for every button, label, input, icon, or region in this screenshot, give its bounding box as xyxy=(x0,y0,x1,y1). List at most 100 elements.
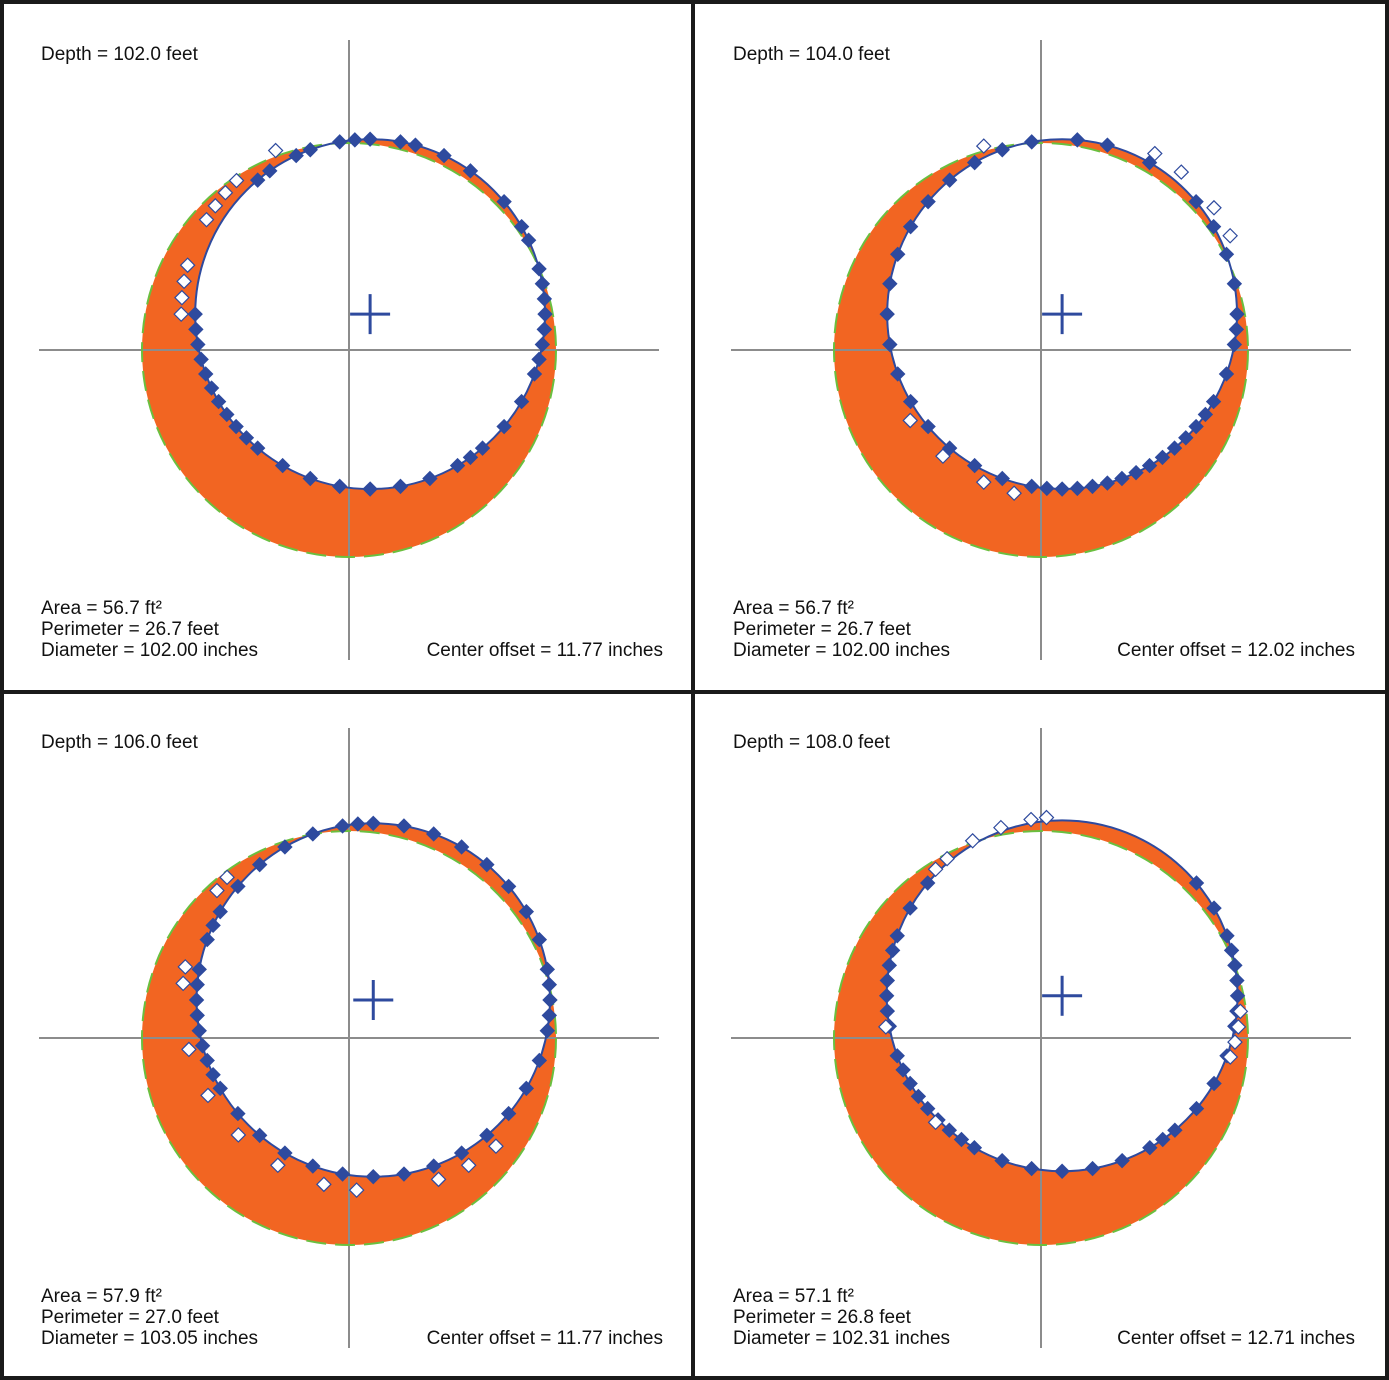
survey-point xyxy=(302,470,318,487)
survey-point xyxy=(496,193,512,210)
depth-label: Depth = 108.0 feet xyxy=(733,732,890,753)
survey-point xyxy=(539,961,556,978)
survey-point xyxy=(249,440,266,456)
survey-point xyxy=(518,903,535,920)
survey-point xyxy=(1084,478,1101,495)
survey-point xyxy=(1229,972,1245,989)
survey-point xyxy=(479,856,495,873)
outlier-point xyxy=(939,850,955,867)
outlier-point xyxy=(902,412,919,429)
outlier-point xyxy=(878,1019,894,1035)
survey-point xyxy=(249,172,266,188)
survey-point xyxy=(534,336,551,353)
outlier-point xyxy=(935,448,951,465)
outlier-point xyxy=(179,257,196,274)
survey-point xyxy=(205,917,221,934)
survey-point xyxy=(902,1075,918,1092)
survey-point xyxy=(436,147,452,164)
outlier-point xyxy=(207,197,224,214)
diameter-label: Diameter = 103.05 inches xyxy=(41,1328,259,1349)
survey-point xyxy=(193,351,209,368)
survey-point xyxy=(1099,137,1116,153)
survey-point xyxy=(426,1158,442,1174)
survey-point xyxy=(500,1105,517,1122)
outlier-point xyxy=(230,1127,247,1143)
survey-point xyxy=(188,321,204,338)
survey-point xyxy=(238,430,255,446)
survey-point xyxy=(251,1127,268,1144)
survey-point xyxy=(422,470,438,487)
outlier-point xyxy=(1173,164,1190,180)
outlier-point xyxy=(217,184,234,201)
survey-point xyxy=(347,132,363,148)
overbreak-area xyxy=(142,823,556,1245)
survey-point xyxy=(889,928,905,944)
survey-point xyxy=(966,457,983,474)
center-offset-label: Center offset = 11.77 inches xyxy=(426,640,663,661)
survey-point xyxy=(882,276,898,292)
survey-point xyxy=(277,839,293,855)
survey-point xyxy=(518,1080,535,1097)
outlier-point xyxy=(198,211,215,228)
survey-point xyxy=(203,380,220,396)
outlier-point xyxy=(348,1182,365,1198)
survey-point xyxy=(191,961,207,978)
outlier-point xyxy=(488,1138,504,1155)
outlier-point xyxy=(316,1176,332,1193)
survey-point xyxy=(365,1169,381,1185)
survey-point xyxy=(541,976,558,993)
survey-point xyxy=(228,418,244,435)
outlier-point xyxy=(1206,199,1222,216)
section-plot-2 xyxy=(731,40,1351,660)
overbreak-area xyxy=(834,139,1248,557)
survey-point xyxy=(479,1127,495,1144)
survey-point xyxy=(230,878,246,895)
design-circle xyxy=(833,830,1249,1246)
survey-point xyxy=(396,818,412,834)
survey-point xyxy=(966,1140,983,1156)
survey-point xyxy=(1178,430,1194,446)
outlier-point xyxy=(993,819,1009,836)
survey-point xyxy=(919,875,936,891)
horizontal-divider xyxy=(0,690,1389,694)
outlier-point xyxy=(1222,227,1238,244)
survey-point xyxy=(453,839,470,855)
survey-point xyxy=(531,351,547,368)
section-panel-2: Depth = 104.0 feet Area = 56.7 ft² Perim… xyxy=(695,3,1385,691)
design-circle xyxy=(141,830,557,1246)
perimeter-label: Perimeter = 27.0 feet xyxy=(41,1307,219,1328)
survey-point xyxy=(994,1152,1010,1169)
survey-point xyxy=(919,1100,936,1117)
survey-point xyxy=(1024,478,1040,495)
survey-point xyxy=(449,457,466,474)
area-label: Area = 57.1 ft² xyxy=(733,1286,854,1307)
perimeter-label: Perimeter = 26.8 feet xyxy=(733,1307,911,1328)
area-label: Area = 56.7 ft² xyxy=(733,598,854,619)
survey-point xyxy=(1197,406,1214,423)
survey-point xyxy=(350,816,366,832)
survey-point xyxy=(365,815,381,832)
survey-point xyxy=(966,154,983,171)
depth-label: Depth = 106.0 feet xyxy=(41,732,198,753)
outlier-point xyxy=(176,273,192,290)
survey-point xyxy=(1227,957,1243,974)
survey-point xyxy=(1166,440,1183,456)
survey-point xyxy=(902,900,918,916)
survey-point xyxy=(890,246,906,263)
survey-point xyxy=(537,306,553,322)
survey-point xyxy=(462,163,479,179)
survey-point xyxy=(895,1062,911,1078)
overbreak-area xyxy=(142,139,556,557)
survey-point xyxy=(1205,393,1222,410)
survey-point xyxy=(190,336,206,353)
survey-point xyxy=(251,856,268,873)
survey-point xyxy=(539,1022,556,1039)
survey-point xyxy=(1069,480,1086,497)
outlier-point xyxy=(1006,485,1022,502)
survey-point xyxy=(1218,366,1235,382)
survey-point xyxy=(453,1145,470,1161)
survey-point xyxy=(1114,1152,1130,1169)
design-circle xyxy=(141,142,557,558)
survey-point xyxy=(902,393,919,410)
